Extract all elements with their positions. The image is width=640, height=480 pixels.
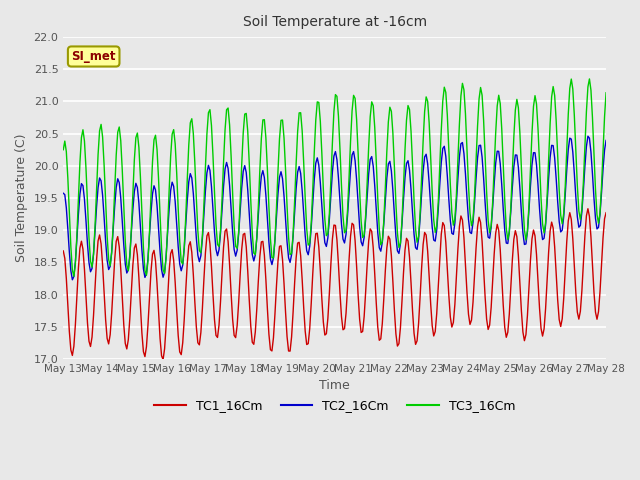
Text: SI_met: SI_met <box>72 50 116 63</box>
Y-axis label: Soil Temperature (C): Soil Temperature (C) <box>15 134 28 262</box>
X-axis label: Time: Time <box>319 379 350 392</box>
Legend: TC1_16Cm, TC2_16Cm, TC3_16Cm: TC1_16Cm, TC2_16Cm, TC3_16Cm <box>149 394 520 417</box>
Title: Soil Temperature at -16cm: Soil Temperature at -16cm <box>243 15 427 29</box>
